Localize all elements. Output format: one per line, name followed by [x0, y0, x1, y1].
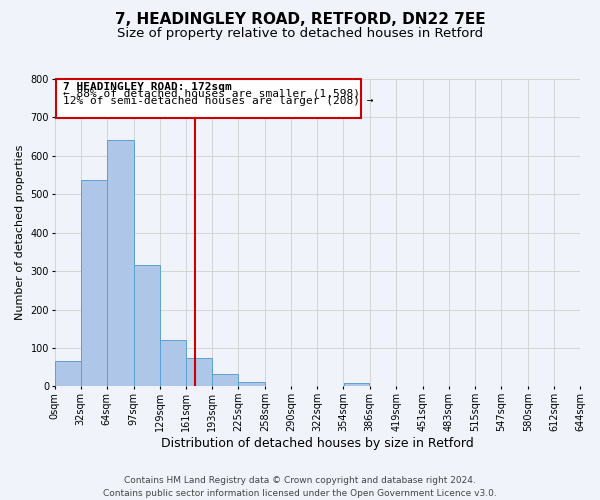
Bar: [134, 264, 160, 386]
Text: 12% of semi-detached houses are larger (208) →: 12% of semi-detached houses are larger (…: [63, 96, 373, 106]
Text: Contains HM Land Registry data © Crown copyright and database right 2024.
Contai: Contains HM Land Registry data © Crown c…: [103, 476, 497, 498]
Text: Size of property relative to detached houses in Retford: Size of property relative to detached ho…: [117, 28, 483, 40]
FancyBboxPatch shape: [56, 79, 361, 118]
Bar: [160, 340, 186, 386]
Text: ← 88% of detached houses are smaller (1,598): ← 88% of detached houses are smaller (1,…: [63, 89, 360, 99]
Bar: [81, 180, 107, 386]
Text: 7 HEADINGLEY ROAD: 172sqm: 7 HEADINGLEY ROAD: 172sqm: [63, 82, 232, 92]
Bar: [107, 140, 134, 386]
Bar: [238, 382, 265, 386]
X-axis label: Distribution of detached houses by size in Retford: Distribution of detached houses by size …: [161, 437, 473, 450]
Bar: [212, 374, 238, 386]
Bar: [186, 358, 212, 386]
Y-axis label: Number of detached properties: Number of detached properties: [15, 145, 25, 320]
Bar: [344, 384, 370, 386]
Bar: [55, 362, 80, 386]
Text: 7, HEADINGLEY ROAD, RETFORD, DN22 7EE: 7, HEADINGLEY ROAD, RETFORD, DN22 7EE: [115, 12, 485, 28]
